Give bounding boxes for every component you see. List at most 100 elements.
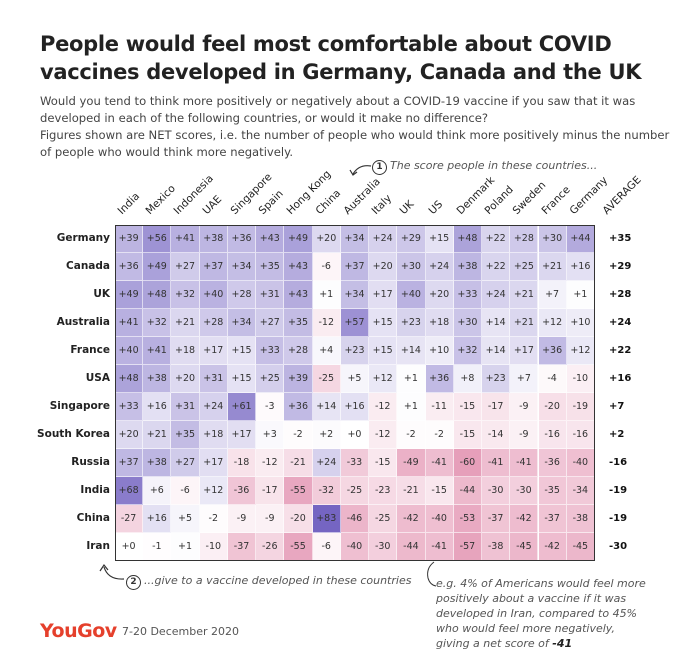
heatmap-cell: +40 xyxy=(397,281,426,309)
heatmap-cell: -6 xyxy=(171,477,200,505)
heatmap-cell: -45 xyxy=(510,533,539,561)
row-label: Singapore xyxy=(49,400,110,412)
annotation-1-text: The score people in these countries... xyxy=(390,159,598,172)
heatmap-cell: +61 xyxy=(227,393,257,421)
heatmap-cell: -42 xyxy=(397,505,426,533)
yougov-logo: YouGov xyxy=(40,620,117,642)
heatmap-cell: +16 xyxy=(143,393,172,421)
row-average: +2 xyxy=(609,429,625,440)
heatmap-cell: +27 xyxy=(171,449,200,477)
heatmap-cell: +1 xyxy=(312,281,341,309)
heatmap-cell: -55 xyxy=(284,533,313,561)
heatmap-cell: -41 xyxy=(425,449,454,477)
heatmap-cell: +30 xyxy=(538,225,567,253)
column-label: Italy xyxy=(369,192,395,217)
heatmap-cell: +68 xyxy=(115,477,144,505)
heatmap-cell: +37 xyxy=(340,253,370,281)
heatmap-cell: -40 xyxy=(425,505,454,533)
row-average: +35 xyxy=(609,233,632,244)
heatmap-cell: +43 xyxy=(284,253,313,281)
heatmap-cell: +38 xyxy=(143,365,172,393)
heatmap-cell: +34 xyxy=(340,281,370,309)
heatmap-cell: -41 xyxy=(425,533,454,561)
heatmap-cell: +8 xyxy=(453,365,482,393)
row-label: Russia xyxy=(71,456,110,468)
heatmap-cell: +14 xyxy=(397,337,426,365)
heatmap-cell: -35 xyxy=(538,477,567,505)
heatmap-cell: -57 xyxy=(453,533,482,561)
heatmap-cell: +1 xyxy=(397,365,426,393)
row-label: India xyxy=(80,484,110,496)
heatmap-cell: +0 xyxy=(340,421,370,449)
row-label: USA xyxy=(85,372,110,384)
heatmap-cell: +21 xyxy=(538,253,567,281)
column-label: India xyxy=(115,190,143,217)
chart-title: People would feel most comfortable about… xyxy=(40,32,642,84)
heatmap-cell: -3 xyxy=(256,393,285,421)
heatmap-cell: -2 xyxy=(199,505,228,533)
row-average: +7 xyxy=(609,401,625,412)
heatmap-cell: +17 xyxy=(199,337,228,365)
heatmap-cell: +7 xyxy=(510,365,539,393)
heatmap-cell: -36 xyxy=(227,477,257,505)
row-average: +28 xyxy=(609,289,632,300)
arrow-icon-2 xyxy=(99,563,125,580)
heatmap-cell: +21 xyxy=(143,421,172,449)
column-label: US xyxy=(426,198,445,217)
heatmap-cell: +21 xyxy=(510,281,539,309)
heatmap-cell: +16 xyxy=(340,393,370,421)
heatmap-cell: -27 xyxy=(115,505,144,533)
heatmap-cell: +35 xyxy=(284,309,313,337)
row-average: -16 xyxy=(609,457,628,468)
heatmap-cell: +5 xyxy=(171,505,200,533)
heatmap-cell: -15 xyxy=(453,421,482,449)
heatmap-cell: +39 xyxy=(115,225,144,253)
heatmap-cell: +17 xyxy=(510,337,539,365)
heatmap-cell: +16 xyxy=(143,505,172,533)
column-label: UK xyxy=(397,198,417,217)
heatmap-cell: -30 xyxy=(482,477,511,505)
heatmap-cell: +31 xyxy=(256,281,285,309)
heatmap-cell: +15 xyxy=(425,225,454,253)
heatmap-cell: +33 xyxy=(453,281,482,309)
heatmap-cell: -49 xyxy=(397,449,426,477)
heatmap-cell: -26 xyxy=(256,533,285,561)
heatmap-cell: -53 xyxy=(453,505,482,533)
row-average: +29 xyxy=(609,261,632,272)
heatmap-cell: +17 xyxy=(227,421,257,449)
heatmap-cell: +36 xyxy=(227,225,257,253)
heatmap-cell: +18 xyxy=(199,421,228,449)
heatmap-cell: +49 xyxy=(284,225,313,253)
heatmap-cell: -4 xyxy=(538,365,567,393)
heatmap-cell: +48 xyxy=(143,281,172,309)
heatmap-cell: -36 xyxy=(538,449,567,477)
heatmap-cell: +28 xyxy=(227,281,257,309)
heatmap-cell: +34 xyxy=(227,309,257,337)
heatmap-cell: -6 xyxy=(312,533,341,561)
heatmap-cell: +14 xyxy=(482,337,511,365)
heatmap-cell: -15 xyxy=(369,449,398,477)
arrow-icon-3 xyxy=(427,561,437,587)
heatmap-cell: -9 xyxy=(510,421,539,449)
heatmap-cell: +48 xyxy=(453,225,482,253)
heatmap-cell: +20 xyxy=(171,365,200,393)
heatmap-cell: -19 xyxy=(566,393,595,421)
row-label: South Korea xyxy=(37,428,110,440)
number-circle-1: 1 xyxy=(372,160,387,175)
heatmap-cell: -42 xyxy=(510,505,539,533)
row-label: Canada xyxy=(66,260,110,272)
annotation-2-text: ...give to a vaccine developed in these … xyxy=(144,574,412,587)
heatmap-cell: +29 xyxy=(397,225,426,253)
heatmap-cell: +23 xyxy=(340,337,370,365)
heatmap-cell: +12 xyxy=(538,309,567,337)
heatmap-cell: +12 xyxy=(199,477,228,505)
heatmap-cell: -37 xyxy=(538,505,567,533)
heatmap-cell: -11 xyxy=(425,393,454,421)
heatmap-cell: +34 xyxy=(227,253,257,281)
heatmap-cell: -37 xyxy=(227,533,257,561)
heatmap-cell: -17 xyxy=(482,393,511,421)
heatmap-cell: -41 xyxy=(482,449,511,477)
heatmap-cell: +41 xyxy=(143,337,172,365)
heatmap-cell: +15 xyxy=(227,365,257,393)
heatmap-cell: +30 xyxy=(397,253,426,281)
